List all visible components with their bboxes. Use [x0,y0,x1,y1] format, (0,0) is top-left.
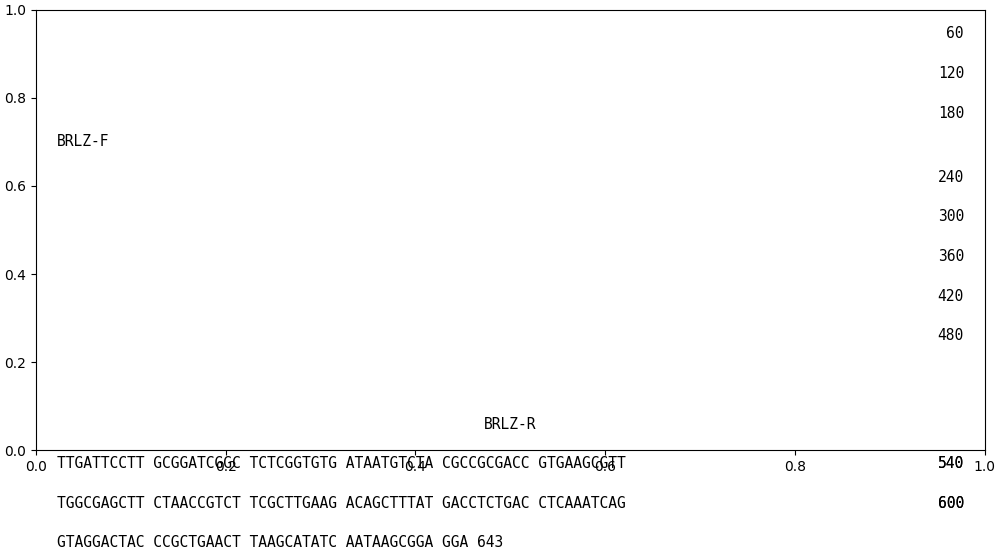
Text: TGGCGAGCTT CTAACCGTCT TCGCTTGAAG ACAGCTTTAT GACCTCTGAC CTCAAATCAG: TGGCGAGCTT CTAACCGTCT TCGCTTGAAG ACAGCTT… [57,495,626,511]
Text: 360: 360 [938,249,964,264]
Text: 600: 600 [938,495,964,511]
Text: 300: 300 [938,209,964,224]
Text: 540: 540 [938,456,964,471]
Text: 120: 120 [938,66,964,81]
Text: BRLZ-R: BRLZ-R [484,417,537,432]
Text: 540: 540 [938,456,964,471]
Text: 600: 600 [938,495,964,511]
Text: GTAGGACTAC CCGCTGAACT TAAGCATATC AATAAGCGGA GGA 643: GTAGGACTAC CCGCTGAACT TAAGCATATC AATAAGC… [57,535,503,550]
Text: 240: 240 [938,170,964,185]
Text: 480: 480 [938,328,964,343]
Text: 60: 60 [946,26,964,41]
Text: 420: 420 [938,289,964,304]
Text: BRLZ-F: BRLZ-F [57,134,109,149]
Text: 180: 180 [938,106,964,121]
Text: TTGATTCCTT GCGGATCGGC TCTCGGTGTG ATAATGTCTA CGCCGCGACC GTGAAGCGTT: TTGATTCCTT GCGGATCGGC TCTCGGTGTG ATAATGT… [57,456,626,471]
